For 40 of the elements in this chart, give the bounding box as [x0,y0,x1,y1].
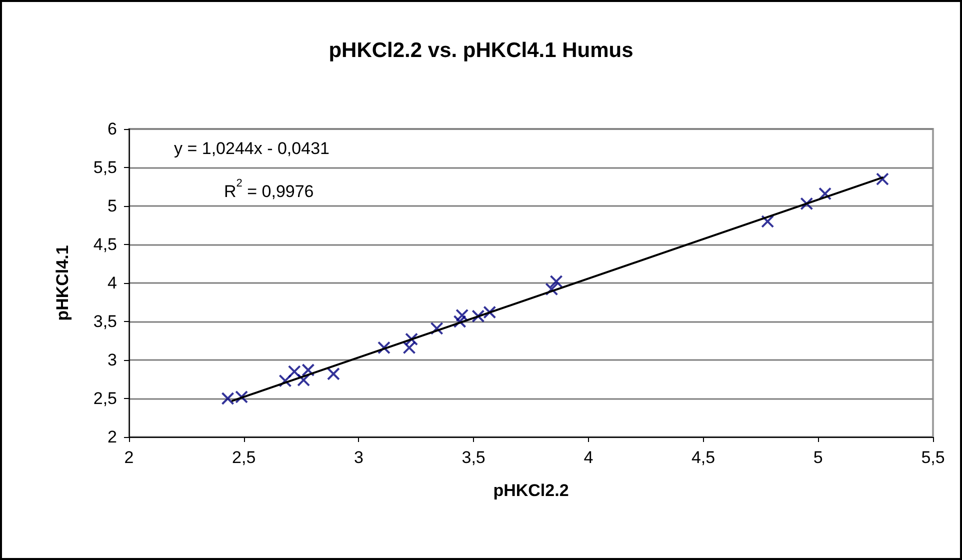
x-tick-label: 4 [584,448,594,467]
point [800,197,814,210]
point [483,306,496,319]
point [288,365,301,378]
point [456,308,469,322]
point [235,390,248,404]
y-axis-title: pHKCl4.1 [53,245,72,321]
point [761,214,774,228]
x-tick-label: 3,5 [462,448,486,467]
point [472,310,485,323]
x-axis-title: pHKCl2.2 [493,481,569,500]
y-tick-label: 5 [108,196,117,216]
point [545,282,558,296]
point [818,187,832,200]
y-tick-label: 4 [108,274,117,292]
y-tick-label: 3,5 [93,312,117,331]
y-tick-label: 2,5 [93,389,117,408]
y-tick-label: 5,5 [93,158,117,177]
point [326,367,340,380]
y-tick-label: 6 [108,120,117,138]
annotation: y = 1,0244x - 0,0431 [174,139,330,158]
point [297,374,310,387]
point [453,315,466,328]
point [302,364,315,377]
x-tick-label: 2,5 [232,448,256,467]
point [278,374,292,388]
x-tick-label: 4,5 [691,448,716,467]
x-tick-label: 5,5 [921,448,945,467]
x-tick-label: 2 [124,448,134,467]
point [876,172,889,186]
point [430,322,444,335]
y-tick-label: 4,5 [93,235,117,254]
point [377,341,390,354]
point [221,392,234,405]
point [550,274,563,288]
y-tick-label: 3 [108,350,117,370]
y-tick-label: 2 [108,428,117,446]
chart-title: pHKCl2.2 vs. pHKCl4.1 Humus [328,39,634,62]
x-tick-label: 5 [813,448,823,467]
x-tick-label: 3 [354,448,364,467]
